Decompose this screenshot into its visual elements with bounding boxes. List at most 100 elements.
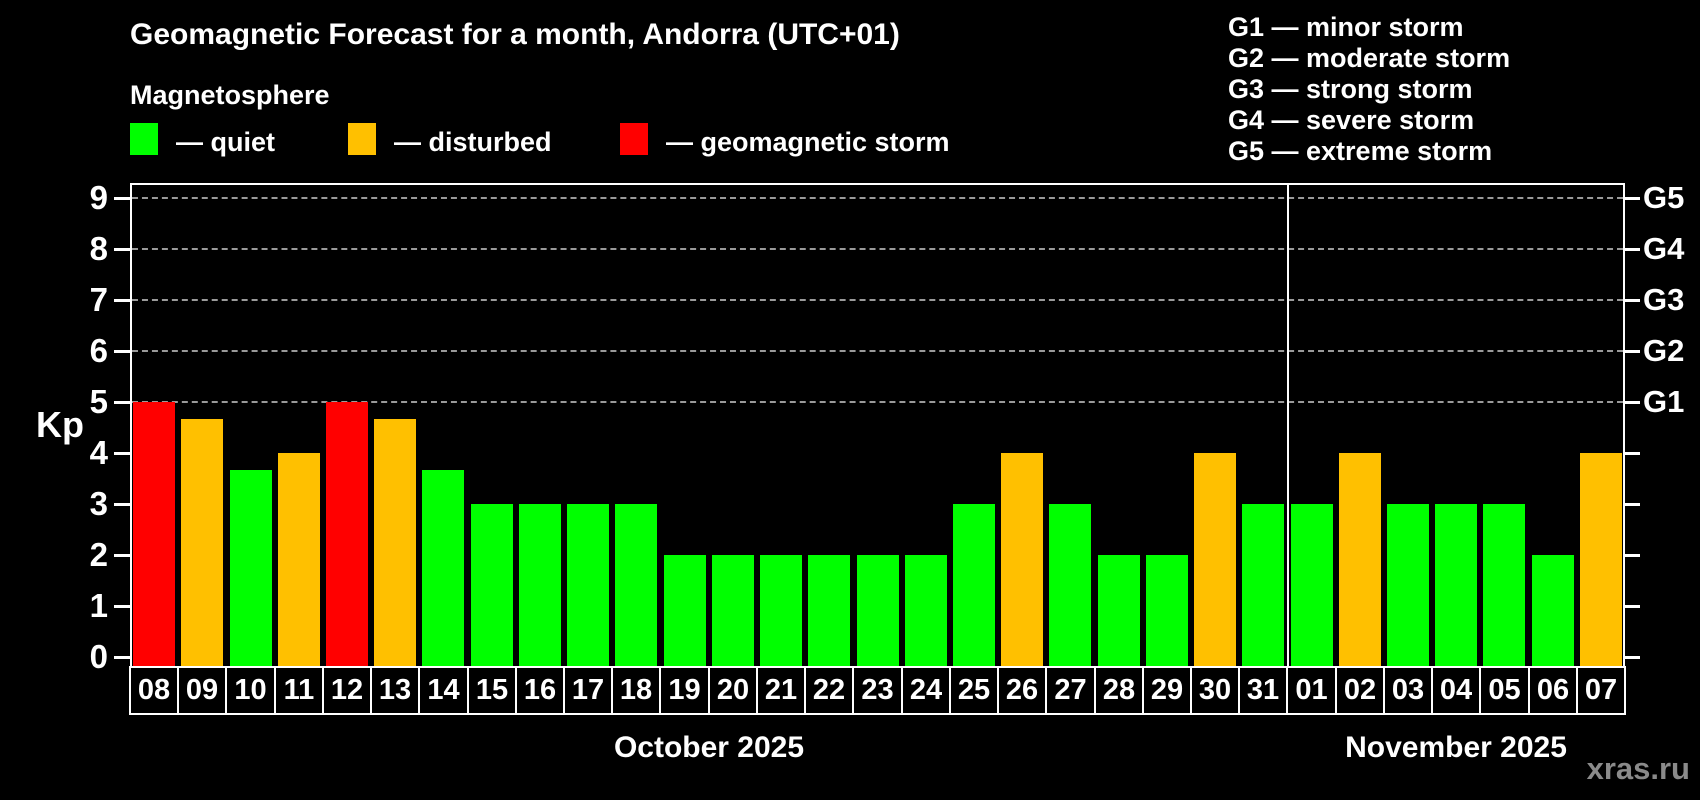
- y-axis-title-kp: Kp: [36, 404, 84, 445]
- x-axis-date-14: 14: [418, 666, 469, 715]
- kp-bar-day-30: [1194, 453, 1236, 668]
- gridline-kp-9: [132, 197, 1623, 199]
- left-axis-tick-6: [114, 350, 130, 353]
- y-axis-label-1: 1: [89, 587, 108, 624]
- x-axis-date-15: 15: [467, 666, 517, 715]
- kp-bar-day-26: [1001, 453, 1043, 668]
- kp-bar-day-19: [664, 555, 706, 668]
- kp-bar-day-17: [567, 504, 609, 668]
- g-scale-legend: G1 — minor storm G2 — moderate storm G3 …: [1228, 12, 1510, 167]
- legend-disturbed-swatch-icon: [348, 123, 376, 155]
- month-label-october: October 2025: [613, 731, 805, 764]
- right-axis-label-g4: G4: [1643, 231, 1685, 266]
- kp-bar-day-14: [422, 470, 464, 668]
- left-axis-tick-8: [114, 248, 130, 251]
- x-axis-date-04: 04: [1431, 666, 1481, 715]
- kp-bar-day-23: [857, 555, 899, 668]
- x-axis-date-29: 29: [1142, 666, 1192, 715]
- y-axis-label-2: 2: [89, 536, 108, 573]
- gridline-kp-8: [132, 248, 1623, 250]
- x-axis-date-23: 23: [852, 666, 903, 715]
- legend-storm-label: — geomagnetic storm: [666, 127, 950, 157]
- kp-bar-day-09: [181, 419, 223, 668]
- x-axis-date-02: 02: [1335, 666, 1385, 715]
- y-axis-label-8: 8: [89, 230, 108, 267]
- right-axis-label-g2: G2: [1643, 333, 1685, 368]
- kp-bar-day-01: [1291, 504, 1333, 668]
- y-axis-label-6: 6: [89, 332, 108, 369]
- y-axis-label-0: 0: [89, 638, 108, 675]
- y-axis-label-4: 4: [89, 434, 108, 471]
- kp-bar-day-20: [712, 555, 754, 668]
- plot-area: [130, 183, 1625, 668]
- x-axis-date-06: 06: [1528, 666, 1578, 715]
- x-axis-date-27: 27: [1045, 666, 1096, 715]
- kp-bar-day-25: [953, 504, 995, 668]
- x-axis-date-31: 31: [1238, 666, 1288, 715]
- page-title: Geomagnetic Forecast for a month, Andorr…: [130, 18, 900, 51]
- x-axis-date-19: 19: [659, 666, 710, 715]
- kp-bar-day-03: [1387, 504, 1429, 668]
- x-axis-date-12: 12: [322, 666, 372, 715]
- right-axis-label-g1: G1: [1643, 384, 1685, 419]
- x-axis-date-30: 30: [1190, 666, 1240, 715]
- left-axis-tick-9: [114, 197, 130, 200]
- g-scale-legend-g3: G3 — strong storm: [1228, 74, 1473, 104]
- gridline-kp-5: [132, 401, 1623, 403]
- left-axis-tick-4: [114, 452, 130, 455]
- right-axis-tick-0: [1624, 656, 1640, 659]
- g-scale-legend-g4: G4 — severe storm: [1228, 105, 1475, 135]
- x-axis-date-11: 11: [274, 666, 324, 715]
- right-axis-tick-7: [1624, 299, 1640, 302]
- kp-bar-day-21: [760, 555, 802, 668]
- g-scale-legend-g1: G1 — minor storm: [1228, 12, 1464, 42]
- right-axis-tick-4: [1624, 452, 1640, 455]
- x-axis-date-08: 08: [129, 666, 179, 715]
- y-axis-label-7: 7: [89, 281, 108, 318]
- right-axis-tick-8: [1624, 248, 1640, 251]
- x-axis-date-16: 16: [515, 666, 565, 715]
- x-axis-date-18: 18: [611, 666, 661, 715]
- x-axis-date-09: 09: [177, 666, 227, 715]
- y-axis-label-3: 3: [89, 485, 108, 522]
- right-axis-label-g3: G3: [1643, 282, 1685, 317]
- kp-bar-day-11: [278, 453, 320, 668]
- g-scale-legend-g5: G5 — extreme storm: [1228, 136, 1493, 166]
- right-axis-tick-1: [1624, 605, 1640, 608]
- kp-bar-day-13: [374, 419, 416, 668]
- x-axis-date-25: 25: [949, 666, 999, 715]
- x-axis-date-03: 03: [1383, 666, 1433, 715]
- x-axis-date-13: 13: [370, 666, 420, 715]
- legend-storm-swatch-icon: [620, 123, 648, 155]
- x-axis-date-17: 17: [563, 666, 613, 715]
- x-axis-date-10: 10: [225, 666, 276, 715]
- left-axis-tick-2: [114, 554, 130, 557]
- kp-bar-day-06: [1532, 555, 1574, 668]
- right-axis-tick-6: [1624, 350, 1640, 353]
- kp-bar-day-15: [471, 504, 513, 668]
- kp-bar-day-12: [326, 402, 368, 668]
- x-axis-date-07: 07: [1576, 666, 1626, 715]
- month-label-november: November 2025: [1345, 731, 1567, 764]
- gridline-kp-7: [132, 299, 1623, 301]
- kp-bar-day-05: [1483, 504, 1525, 668]
- right-axis-tick-2: [1624, 554, 1640, 557]
- x-axis-date-28: 28: [1094, 666, 1144, 715]
- right-axis-tick-9: [1624, 197, 1640, 200]
- kp-bar-day-07: [1580, 453, 1622, 668]
- kp-bar-day-08: [133, 402, 175, 668]
- y-axis-label-5: 5: [89, 383, 108, 420]
- right-axis-tick-3: [1624, 503, 1640, 506]
- watermark-xras: xras.ru: [1586, 751, 1690, 786]
- x-axis-date-21: 21: [756, 666, 806, 715]
- kp-bar-day-27: [1049, 504, 1091, 668]
- left-axis-tick-5: [114, 401, 130, 404]
- legend-quiet-label: — quiet: [176, 127, 275, 157]
- kp-bar-day-24: [905, 555, 947, 668]
- left-axis-tick-3: [114, 503, 130, 506]
- right-axis-label-g5: G5: [1643, 180, 1685, 215]
- left-axis-tick-1: [114, 605, 130, 608]
- g-scale-legend-g2: G2 — moderate storm: [1228, 43, 1511, 73]
- left-axis-tick-7: [114, 299, 130, 302]
